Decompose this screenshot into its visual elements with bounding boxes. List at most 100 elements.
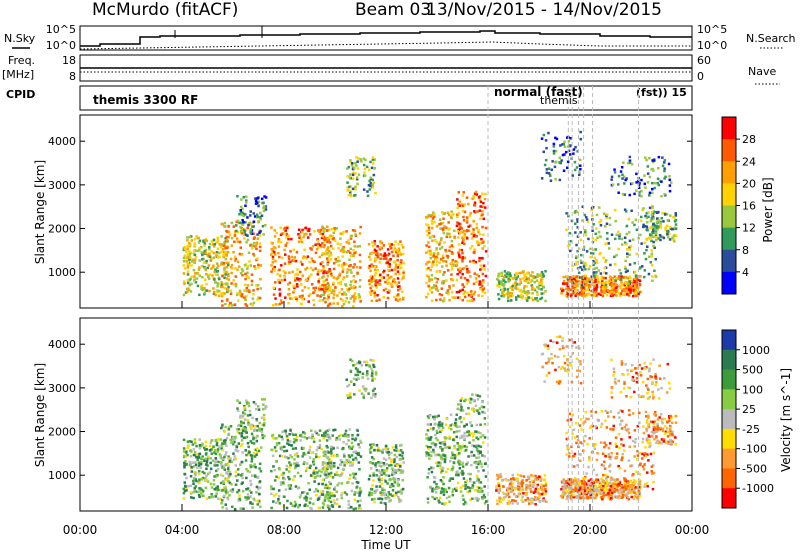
radar-cell bbox=[235, 293, 239, 297]
radar-cell bbox=[253, 455, 257, 458]
radar-cell bbox=[439, 298, 442, 301]
radar-cell bbox=[198, 239, 202, 243]
radar-cell bbox=[257, 449, 261, 453]
radar-cell bbox=[217, 460, 220, 464]
radar-cell bbox=[272, 267, 275, 271]
radar-cell bbox=[386, 296, 390, 300]
radar-cell bbox=[472, 259, 475, 263]
radar-cell bbox=[342, 263, 346, 266]
radar-cell bbox=[359, 499, 362, 502]
radar-cell bbox=[613, 168, 616, 171]
radar-cell bbox=[470, 290, 473, 293]
radar-cell bbox=[435, 453, 439, 456]
radar-cell bbox=[306, 504, 309, 508]
radar-cell bbox=[349, 283, 352, 287]
radar-cell bbox=[373, 166, 376, 170]
radar-cell bbox=[233, 283, 236, 286]
radar-cell bbox=[271, 255, 275, 259]
radar-cell bbox=[441, 265, 444, 268]
radar-cell bbox=[523, 274, 526, 277]
radar-cell bbox=[356, 370, 360, 373]
radar-cell bbox=[317, 482, 321, 486]
radar-cell bbox=[496, 474, 500, 477]
radar-cell bbox=[326, 259, 329, 263]
radar-cell bbox=[481, 213, 484, 216]
radar-cell bbox=[656, 217, 659, 220]
radar-cell bbox=[533, 280, 536, 284]
radar-cell bbox=[518, 489, 522, 492]
radar-cell bbox=[473, 444, 476, 448]
radar-cell bbox=[580, 289, 584, 293]
radar-cell bbox=[339, 282, 343, 286]
radar-cell bbox=[309, 506, 312, 510]
radar-cell bbox=[348, 185, 351, 189]
radar-cell bbox=[651, 212, 655, 215]
radar-cell bbox=[345, 378, 348, 381]
radar-cell bbox=[641, 208, 644, 212]
radar-cell bbox=[235, 229, 238, 233]
radar-cell bbox=[378, 480, 381, 484]
radar-cell bbox=[469, 479, 472, 483]
radar-cell bbox=[250, 457, 254, 460]
radar-cell bbox=[352, 300, 356, 303]
radar-cell bbox=[433, 215, 436, 218]
radar-cell bbox=[455, 263, 458, 267]
radar-cell bbox=[341, 299, 344, 302]
radar-cell bbox=[216, 464, 219, 467]
radar-cell bbox=[476, 398, 480, 401]
radar-cell bbox=[587, 277, 591, 281]
radar-cell bbox=[617, 491, 620, 494]
radar-cell bbox=[239, 291, 242, 294]
radar-cell bbox=[277, 476, 281, 479]
radar-cell bbox=[275, 231, 278, 235]
radar-cell bbox=[458, 248, 462, 252]
radar-cell bbox=[243, 289, 246, 292]
radar-cell bbox=[477, 294, 480, 297]
radar-cell bbox=[373, 491, 376, 495]
radar-cell bbox=[317, 474, 321, 478]
radar-cell bbox=[219, 245, 223, 249]
radar-cell bbox=[327, 296, 330, 299]
radar-cell bbox=[351, 472, 355, 475]
radar-cell bbox=[453, 447, 456, 450]
radar-cell bbox=[264, 205, 268, 208]
radar-cell bbox=[303, 248, 306, 251]
radar-cell bbox=[291, 447, 295, 450]
radar-cell bbox=[535, 290, 539, 294]
radar-cell bbox=[333, 494, 336, 498]
radar-cell bbox=[253, 474, 257, 477]
radar-cell bbox=[441, 254, 445, 257]
radar-cell bbox=[661, 235, 664, 238]
radar-cell bbox=[210, 452, 213, 455]
radar-cell bbox=[283, 248, 286, 252]
radar-cell bbox=[536, 273, 539, 276]
radar-cell bbox=[459, 399, 463, 402]
radar-cell bbox=[321, 478, 325, 482]
radar-cell bbox=[246, 267, 249, 270]
radar-cell bbox=[245, 304, 249, 307]
radar-cell bbox=[461, 288, 464, 291]
radar-cell bbox=[274, 260, 277, 263]
radar-cell bbox=[470, 463, 473, 467]
radar-cell bbox=[245, 498, 248, 501]
radar-cell bbox=[644, 257, 648, 261]
radar-cell bbox=[476, 479, 479, 483]
radar-cell bbox=[581, 219, 584, 222]
radar-cell bbox=[483, 502, 487, 505]
radar-cell bbox=[372, 181, 375, 184]
radar-cell bbox=[471, 408, 474, 411]
radar-cell bbox=[189, 475, 193, 478]
radar-cell bbox=[277, 252, 280, 255]
radar-cell bbox=[398, 500, 401, 504]
radar-cell bbox=[506, 493, 509, 497]
radar-cell bbox=[563, 491, 566, 494]
radar-cell bbox=[599, 219, 603, 222]
radar-cell bbox=[470, 232, 473, 236]
radar-cell bbox=[457, 191, 460, 194]
radar-cell bbox=[601, 479, 604, 482]
radar-cell bbox=[520, 290, 523, 294]
radar-cell bbox=[352, 284, 356, 288]
radar-cell bbox=[328, 241, 332, 244]
radar-cell bbox=[515, 296, 518, 299]
radar-cell bbox=[260, 197, 264, 201]
